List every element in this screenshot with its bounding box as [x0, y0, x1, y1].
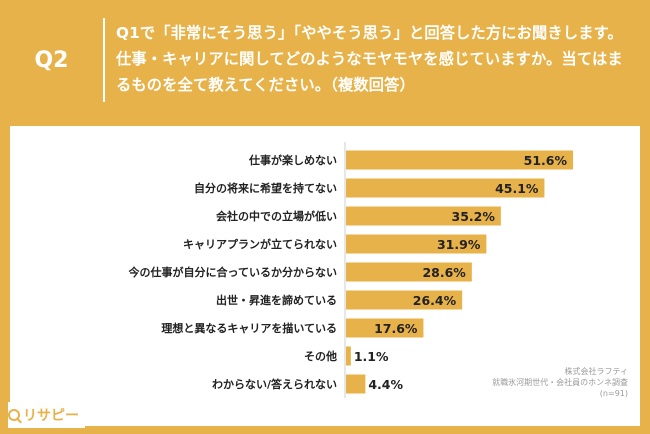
- value-label: 45.1%: [495, 181, 539, 196]
- category-label: キャリアプランが立てられない: [183, 237, 337, 251]
- bar-chart: 仕事が楽しめない 51.6% 自分の将来に希望を持てない 45.1% 会社の中での立場が…: [128, 142, 574, 398]
- value-label: 35.2%: [452, 209, 496, 224]
- chart-panel: 仕事が楽しめない 51.6% 自分の将来に希望を持てない 45.1% 会社の中での立場が…: [10, 126, 640, 426]
- value-label: 1.1%: [354, 349, 389, 364]
- bar: [346, 374, 366, 394]
- question-header: Q2 Q1で「非常にそう思う」「ややそう思う」と回答した方にお聞きします。仕事・…: [0, 0, 650, 118]
- bar: [346, 178, 545, 198]
- category-label: その他: [304, 349, 337, 363]
- source-survey: 就職氷河期世代・会社員のホンネ調査: [492, 378, 628, 387]
- value-label: 28.6%: [422, 265, 466, 280]
- category-label: 今の仕事が自分に合っているか分からない: [128, 265, 337, 279]
- category-label: 理想と異なるキャリアを描いている: [161, 321, 337, 335]
- value-label: 31.9%: [437, 237, 481, 252]
- category-label: 自分の将来に希望を持てない: [194, 181, 337, 195]
- value-label: 51.6%: [524, 153, 568, 168]
- question-number-box: Q2: [0, 18, 105, 102]
- bar: [346, 234, 487, 254]
- category-label: 会社の中での立場が低い: [216, 209, 337, 223]
- value-label: 4.4%: [368, 377, 403, 392]
- bar: [346, 262, 472, 282]
- bar: [346, 150, 574, 170]
- source-company: 株式会社ラフティ: [564, 367, 628, 376]
- magnifier-icon: [8, 409, 20, 421]
- question-text: Q1で「非常にそう思う」「ややそう思う」と回答した方にお聞きします。仕事・キャリ…: [116, 24, 623, 94]
- bar: [346, 318, 424, 338]
- category-label: 仕事が楽しめない: [248, 153, 337, 167]
- source-sample-size: (n=91): [599, 389, 628, 398]
- bar: [346, 206, 501, 226]
- brand-logo: リサピー: [8, 402, 85, 428]
- source-note: 株式会社ラフティ 就職氷河期世代・会社員のホンネ調査 (n=91): [492, 366, 628, 399]
- question-number: Q2: [34, 47, 69, 73]
- value-label: 17.6%: [374, 321, 418, 336]
- value-label: 26.4%: [413, 293, 457, 308]
- category-label: わからない/答えられない: [212, 377, 337, 391]
- bar: [346, 346, 351, 366]
- category-label: 出世・昇進を諦めている: [216, 293, 337, 307]
- brand-name: リサピー: [23, 408, 79, 424]
- bar: [346, 290, 463, 310]
